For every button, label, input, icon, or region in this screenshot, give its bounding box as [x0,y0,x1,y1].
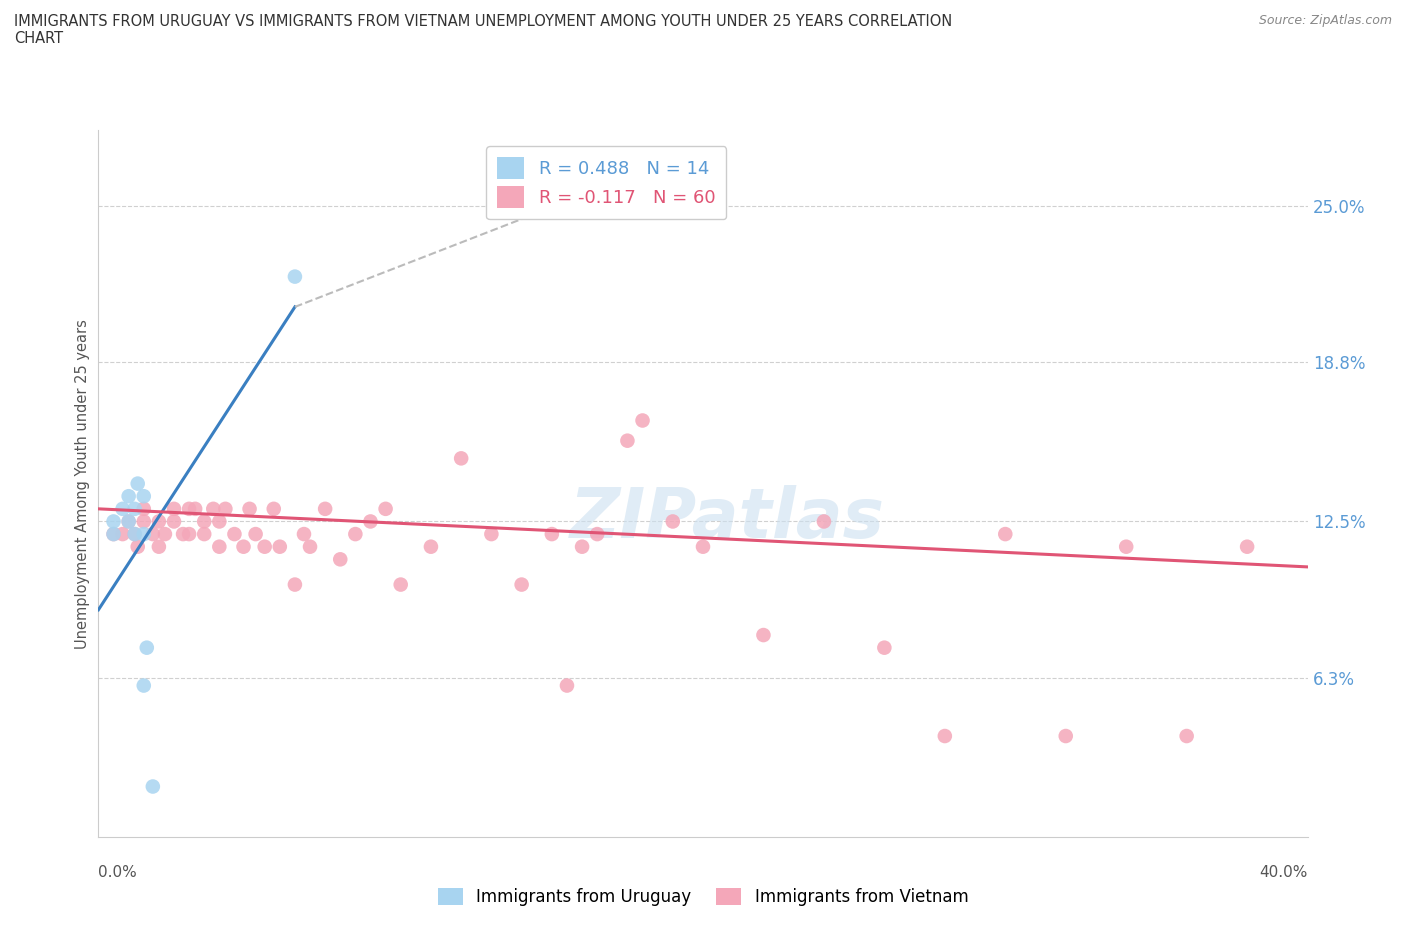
Legend: Immigrants from Uruguay, Immigrants from Vietnam: Immigrants from Uruguay, Immigrants from… [432,881,974,912]
Point [616,433,638,448]
Point [360,514,382,529]
Point [813,514,835,529]
Legend: R = 0.488   N = 14, R = -0.117   N = 60: R = 0.488 N = 14, R = -0.117 N = 60 [486,146,725,219]
Point [118,514,141,529]
Point [132,526,155,541]
Point [1236,539,1258,554]
Point [253,539,276,554]
Point [284,578,307,592]
Point [510,578,533,592]
Point [1054,728,1077,743]
Text: Source: ZipAtlas.com: Source: ZipAtlas.com [1258,14,1392,27]
Point [142,779,165,794]
Point [239,501,262,516]
Point [571,539,593,554]
Point [344,526,367,541]
Point [214,501,236,516]
Point [124,526,146,541]
Point [269,539,291,554]
Point [692,539,714,554]
Point [1115,539,1137,554]
Point [127,539,149,554]
Point [224,526,246,541]
Point [118,489,141,504]
Point [118,514,141,529]
Point [232,539,254,554]
Point [481,526,503,541]
Point [329,551,352,566]
Point [132,678,155,693]
Point [193,514,215,529]
Point [132,514,155,529]
Point [208,539,231,554]
Point [555,678,578,693]
Text: 0.0%: 0.0% [98,865,138,881]
Point [292,526,315,541]
Point [994,526,1017,541]
Point [374,501,396,516]
Point [148,539,170,554]
Point [148,514,170,529]
Point [124,501,146,516]
Point [111,501,134,516]
Point [662,514,685,529]
Point [179,526,201,541]
Point [586,526,609,541]
Point [1175,728,1198,743]
Point [245,526,267,541]
Text: IMMIGRANTS FROM URUGUAY VS IMMIGRANTS FROM VIETNAM UNEMPLOYMENT AMONG YOUTH UNDE: IMMIGRANTS FROM URUGUAY VS IMMIGRANTS FR… [14,14,952,46]
Point [103,526,125,541]
Point [127,476,149,491]
Text: ZIPatlas: ZIPatlas [569,485,884,552]
Y-axis label: Unemployment Among Youth under 25 years: Unemployment Among Youth under 25 years [75,319,90,648]
Point [172,526,194,541]
Point [103,514,125,529]
Point [752,628,775,643]
Point [202,501,225,516]
Point [132,489,155,504]
Point [263,501,285,516]
Point [135,640,157,655]
Point [314,501,336,516]
Point [111,526,134,541]
Point [163,514,186,529]
Point [450,451,472,466]
Point [420,539,443,554]
Point [153,526,176,541]
Point [873,640,896,655]
Point [124,526,146,541]
Point [540,526,562,541]
Point [179,501,201,516]
Point [284,269,307,284]
Point [208,514,231,529]
Point [184,501,207,516]
Point [389,578,412,592]
Point [163,501,186,516]
Point [193,526,215,541]
Point [934,728,956,743]
Point [103,526,125,541]
Point [631,413,654,428]
Point [299,539,322,554]
Point [142,526,165,541]
Point [132,501,155,516]
Text: 40.0%: 40.0% [1260,865,1308,881]
